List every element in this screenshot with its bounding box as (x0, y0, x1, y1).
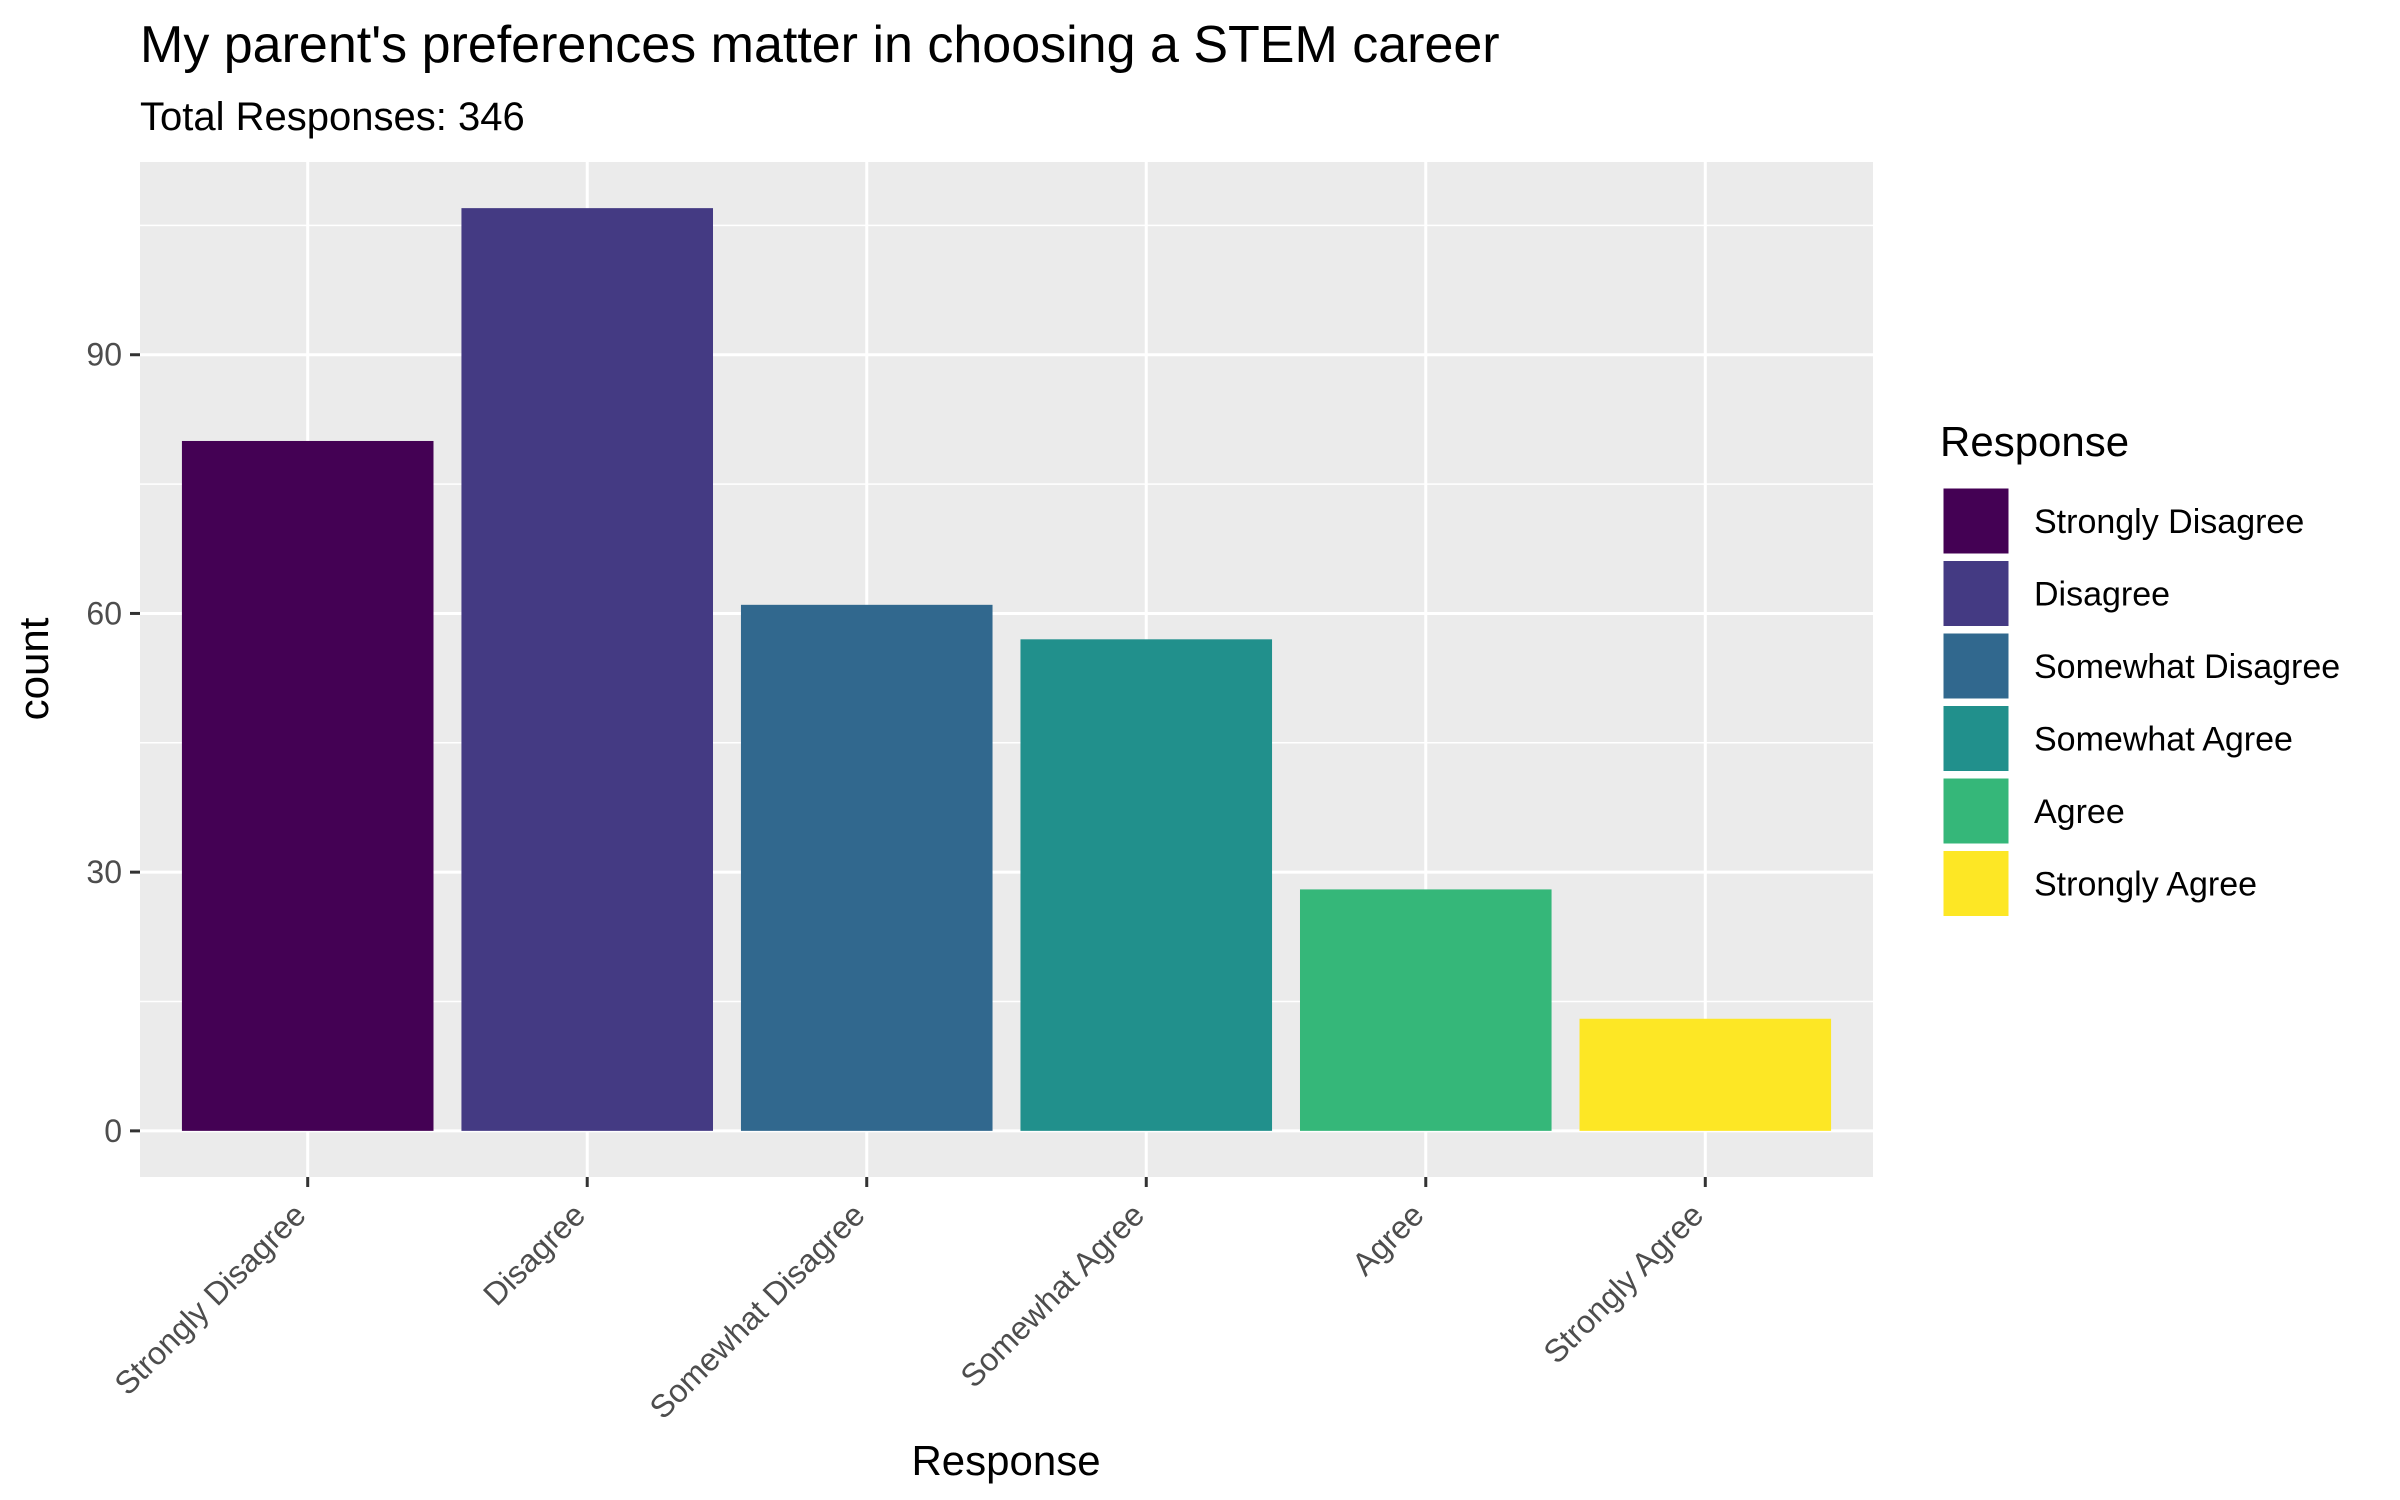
legend-label: Agree (2034, 793, 2125, 831)
legend-key (1940, 630, 2012, 702)
x-tick-label: Disagree (476, 1196, 592, 1312)
x-tick-label: Agree (1345, 1196, 1431, 1282)
legend-label: Strongly Agree (2034, 866, 2257, 904)
legend-key (1940, 775, 2012, 847)
legend-title: Response (1940, 418, 2129, 465)
bar (1299, 889, 1552, 1131)
legend-key (1940, 558, 2012, 629)
x-axis-title: Response (911, 1437, 1100, 1484)
x-tick-label: Strongly Agree (1536, 1196, 1710, 1370)
legend-label: Somewhat Disagree (2034, 648, 2340, 686)
x-tick-label: Strongly Disagree (107, 1196, 312, 1401)
x-axis: Strongly Disagree Disagree Somewhat Disagr… (107, 1177, 1710, 1426)
legend-label: Strongly Disagree (2034, 503, 2304, 541)
bars (181, 208, 1832, 1131)
y-tick-label: 0 (104, 1113, 122, 1149)
chart-title: My parent's preferences matter in choosi… (140, 16, 1500, 74)
bar (461, 208, 714, 1131)
x-tick-label: Somewhat Agree (953, 1196, 1151, 1394)
x-tick-label: Somewhat Disagree (642, 1196, 871, 1425)
legend-items: Strongly Disagree Disagree Somewhat Disagr… (1940, 485, 2340, 919)
y-tick-label: 30 (86, 854, 122, 890)
chart-subtitle: Total Responses: 346 (140, 95, 525, 139)
bar (1579, 1018, 1832, 1131)
legend-key (1940, 848, 2012, 919)
bar (181, 440, 434, 1131)
legend-label: Somewhat Agree (2034, 721, 2293, 759)
y-tick-label: 90 (86, 337, 122, 373)
legend-key (1940, 703, 2012, 774)
y-axis-title: count (10, 617, 57, 720)
bar (1020, 639, 1273, 1131)
legend-key (1940, 485, 2012, 557)
legend-label: Disagree (2034, 576, 2170, 614)
y-tick-label: 60 (86, 595, 122, 631)
bar (740, 604, 993, 1131)
y-axis: 0 30 60 90 (86, 337, 140, 1149)
legend: Response Strongly Disagree Disagree Somewh… (1940, 418, 2340, 919)
